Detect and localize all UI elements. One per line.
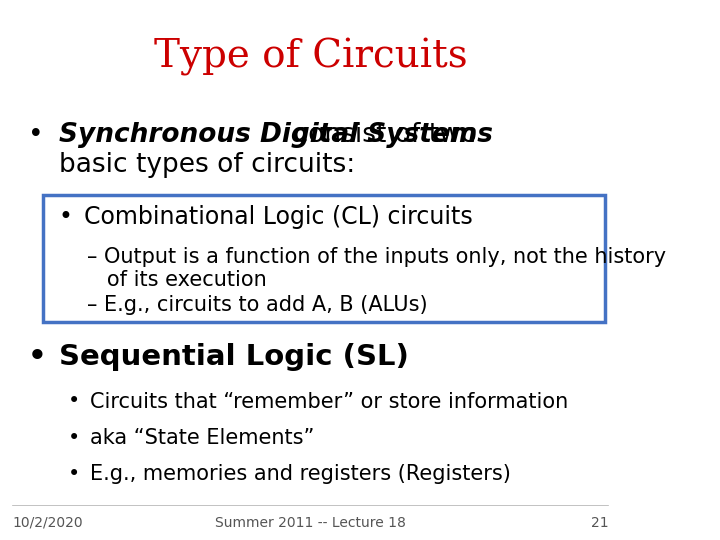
Text: – Output is a function of the inputs only, not the history
   of its execution: – Output is a function of the inputs onl…	[87, 247, 666, 290]
Text: Sequential Logic (SL): Sequential Logic (SL)	[59, 343, 409, 371]
Text: •: •	[68, 392, 81, 411]
Text: •: •	[59, 205, 73, 229]
Text: •: •	[28, 343, 47, 371]
FancyBboxPatch shape	[43, 195, 606, 322]
Text: •: •	[68, 428, 81, 448]
Text: consist of two
basic types of circuits:: consist of two basic types of circuits:	[59, 122, 477, 178]
Text: – E.g., circuits to add A, B (ALUs): – E.g., circuits to add A, B (ALUs)	[87, 295, 428, 315]
Text: 10/2/2020: 10/2/2020	[12, 516, 83, 530]
Text: Synchronous Digital Systems: Synchronous Digital Systems	[59, 122, 493, 147]
Text: E.g., memories and registers (Registers): E.g., memories and registers (Registers)	[90, 464, 511, 484]
Text: •: •	[28, 122, 43, 147]
Text: Type of Circuits: Type of Circuits	[153, 38, 467, 76]
Text: Circuits that “remember” or store information: Circuits that “remember” or store inform…	[90, 392, 568, 411]
Text: Summer 2011 -- Lecture 18: Summer 2011 -- Lecture 18	[215, 516, 406, 530]
Text: aka “State Elements”: aka “State Elements”	[90, 428, 315, 448]
Text: Combinational Logic (CL) circuits: Combinational Logic (CL) circuits	[84, 205, 472, 229]
Text: 21: 21	[590, 516, 608, 530]
Text: •: •	[68, 464, 81, 484]
